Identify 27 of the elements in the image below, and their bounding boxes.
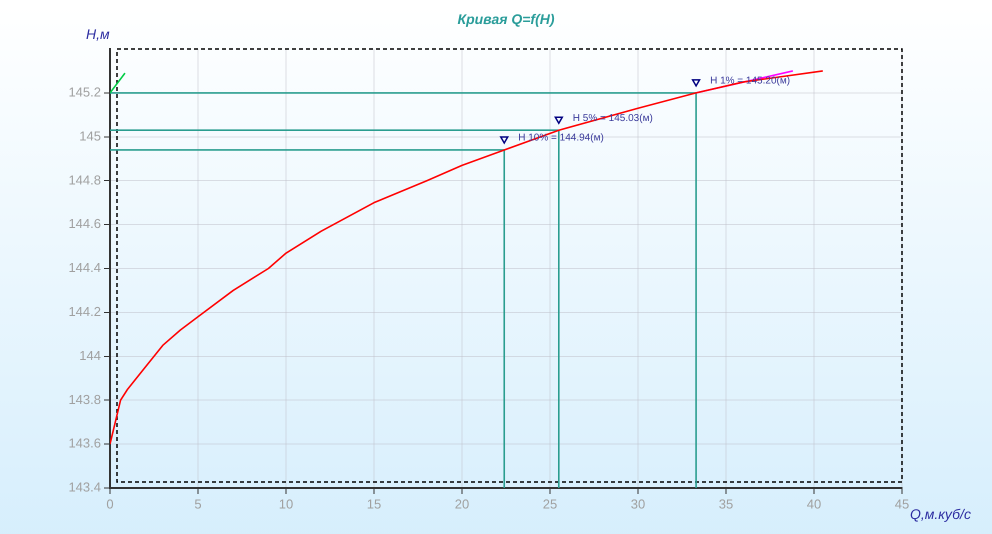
x-tick-label: 0 <box>106 496 114 512</box>
y-tick-label: 143.6 <box>68 436 101 451</box>
x-tick-label: 35 <box>718 496 734 512</box>
y-tick-label: 144.6 <box>68 216 101 232</box>
x-tick-label: 5 <box>194 496 202 512</box>
x-tick-label: 40 <box>806 496 822 512</box>
point <box>692 79 700 87</box>
x-tick-label: 15 <box>366 496 382 512</box>
y-tick-label: 144 <box>79 348 101 363</box>
y-tick-label: 144.2 <box>68 304 101 319</box>
x-tick-label: 25 <box>542 496 558 512</box>
y-tick-label: 143.4 <box>68 480 101 495</box>
point <box>500 136 508 144</box>
point <box>554 116 564 124</box>
y-tick-label: 144.4 <box>68 260 101 276</box>
x-axis-title: Q,м.куб/с <box>910 506 971 522</box>
y-tick-label: 143.8 <box>68 392 101 407</box>
chart-title: Кривая Q=f(H) <box>457 10 555 27</box>
annotation: H 1% = 145.20(м) <box>710 76 790 87</box>
y-tick-label: 144.8 <box>68 172 101 188</box>
x-tick-label: 20 <box>454 496 470 512</box>
x-tick-label: 10 <box>278 496 294 512</box>
y-tick-label: 145.2 <box>68 84 101 100</box>
y-axis-title: H,м <box>86 26 110 42</box>
y-tick-label: 145 <box>79 128 101 144</box>
x-tick-label: 45 <box>894 496 910 512</box>
x-tick-label: 30 <box>630 496 646 512</box>
